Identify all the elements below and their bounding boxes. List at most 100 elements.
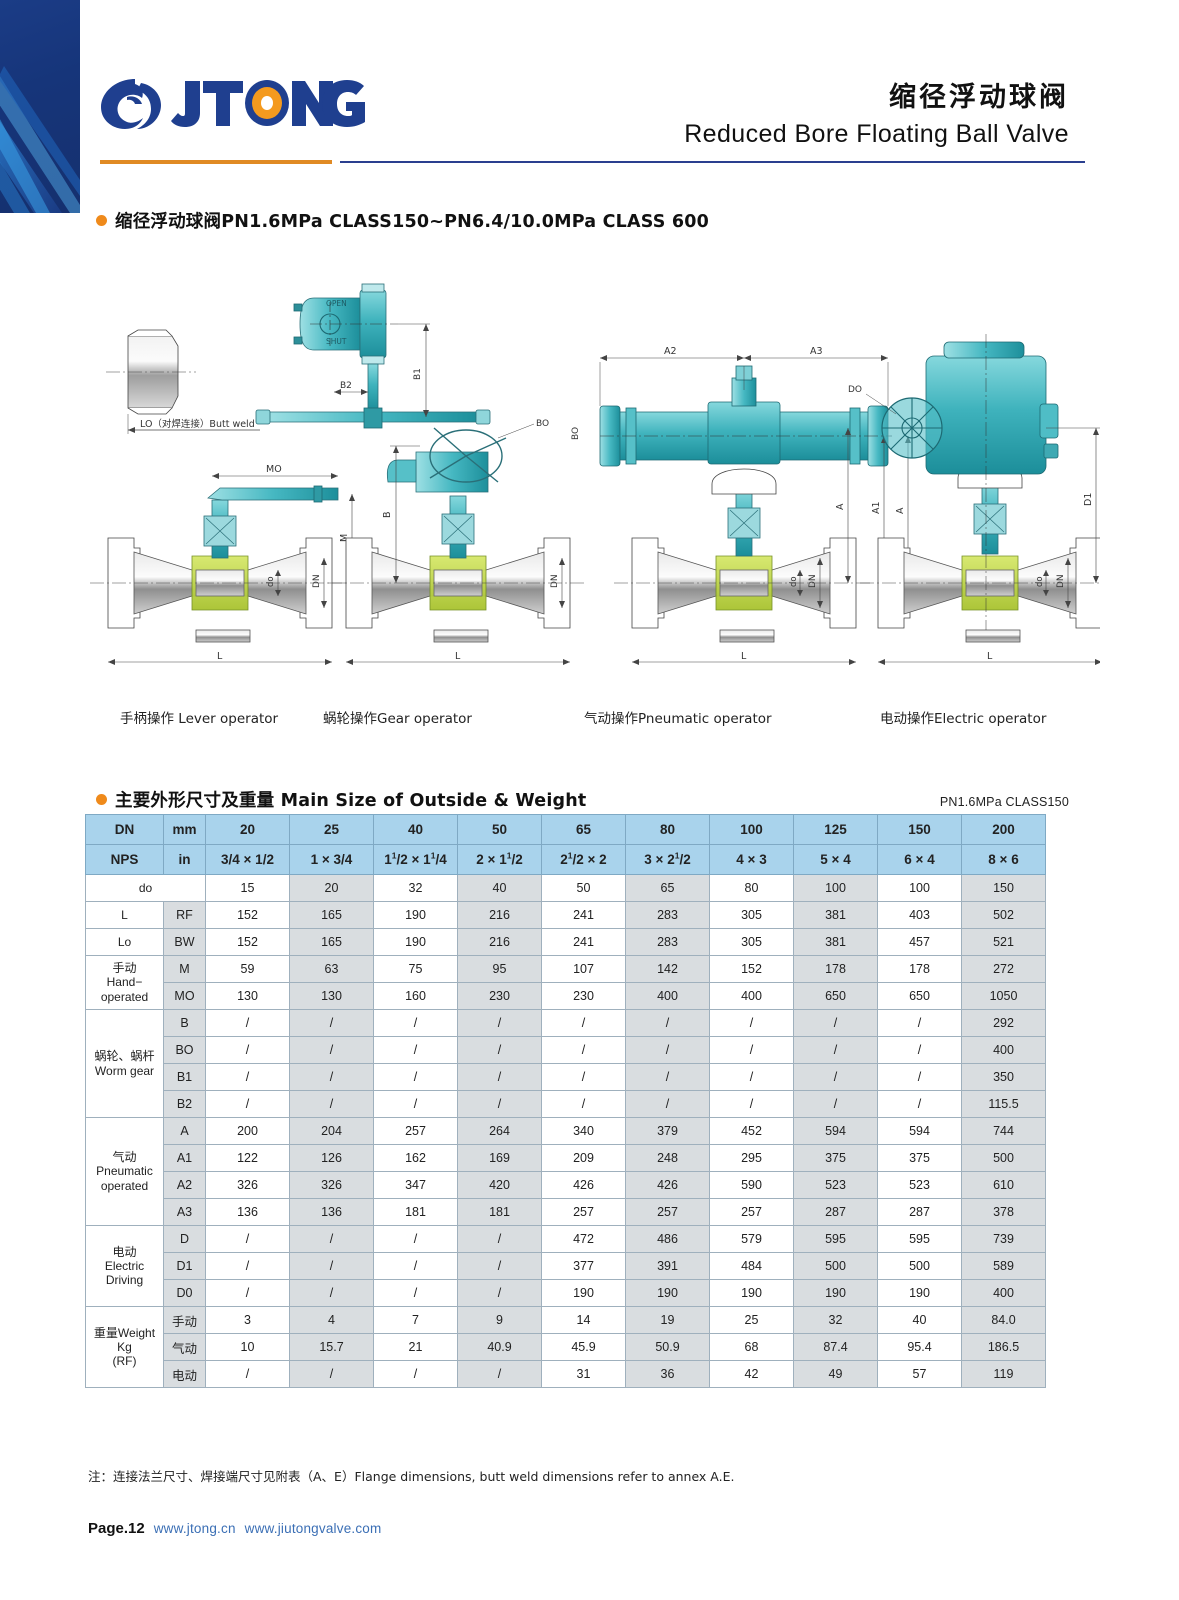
svg-text:A: A (835, 503, 846, 510)
table-cell: / (289, 1009, 374, 1037)
header-cell: 65 (541, 814, 626, 845)
table-cell: 87.4 (793, 1333, 878, 1361)
table-cell: 25 (709, 1306, 794, 1334)
table-cell: 610 (961, 1171, 1046, 1199)
table-cell: 521 (961, 928, 1046, 956)
table-cell: / (625, 1090, 710, 1118)
table-cell: / (793, 1009, 878, 1037)
table-cell: / (877, 1009, 962, 1037)
table-cell: 7 (373, 1306, 458, 1334)
table-header-nps: NPS in 3/4 × 1/2 1 × 3/4 11/2 × 11/4 2 × 11/2… (85, 844, 1046, 875)
row-sublabel: D (163, 1225, 206, 1253)
table-row: A1 122 126 162 169 209 248 295 375 375 500 (86, 1144, 1046, 1172)
row-sublabel: A2 (163, 1171, 206, 1199)
table-cell: 160 (373, 982, 458, 1010)
table-cell: / (793, 1036, 878, 1064)
svg-text:do: do (1035, 576, 1045, 587)
svg-text:do: do (789, 576, 799, 587)
table-cell: 32 (373, 874, 458, 902)
table-cell: 347 (373, 1171, 458, 1199)
section-heading-text: 主要外形尺寸及重量 Main Size of Outside & Weight (115, 791, 587, 811)
table-cell: 484 (709, 1252, 794, 1280)
table-cell: 190 (373, 928, 458, 956)
row-sublabel: MO (163, 982, 206, 1010)
table-cell: 31 (541, 1360, 626, 1388)
table-cell: 216 (457, 928, 542, 956)
caption-gear: 蜗轮操作Gear operator (323, 711, 472, 727)
row-sublabel: B1 (163, 1063, 206, 1091)
table-cell: 257 (625, 1198, 710, 1226)
main-size-table: DN mm 20 25 40 50 65 80 100 125 150 200 NPS in 3/4 × 1… (85, 814, 1046, 1388)
table-cell: 590 (709, 1171, 794, 1199)
table-cell: 45.9 (541, 1333, 626, 1361)
row-sublabel: B (163, 1009, 206, 1037)
table-cell: 165 (289, 928, 374, 956)
table-cell: / (289, 1036, 374, 1064)
row-label: NPS (85, 844, 164, 875)
header-cell: 150 (877, 814, 962, 845)
table-cell: 241 (541, 928, 626, 956)
row-sublabel: RF (163, 901, 206, 929)
table-cell: 100 (793, 874, 878, 902)
website-url-2[interactable]: www.jiutongvalve.com (244, 1521, 382, 1536)
header-cell: 5 × 4 (793, 844, 878, 875)
table-cell: 523 (877, 1171, 962, 1199)
table-cell: / (877, 1036, 962, 1064)
table-cell: 500 (793, 1252, 878, 1280)
group-label: 气动 Pneumatic operated (85, 1117, 164, 1226)
table-cell: 3 (205, 1306, 290, 1334)
table-cell: / (625, 1063, 710, 1091)
table-cell: 650 (877, 982, 962, 1010)
row-sublabel: A (163, 1117, 206, 1145)
table-cell: 257 (541, 1198, 626, 1226)
table-cell: 377 (541, 1252, 626, 1280)
table-row: D0// //190 190 190 190 190 400 (86, 1279, 1046, 1307)
bullet-icon (96, 215, 107, 226)
header-cell: 8 × 6 (961, 844, 1046, 875)
table-cell: 1050 (961, 982, 1046, 1010)
table-cell: 209 (541, 1144, 626, 1172)
table-cell: 340 (541, 1117, 626, 1145)
header-cell: 40 (373, 814, 458, 845)
table-cell: 190 (625, 1279, 710, 1307)
svg-text:DO: DO (848, 385, 862, 395)
row-sublabel: BO (163, 1036, 206, 1064)
table-cell: 190 (793, 1279, 878, 1307)
table-cell: 379 (625, 1117, 710, 1145)
table-cell: / (709, 1036, 794, 1064)
table-cell: / (877, 1090, 962, 1118)
svg-text:B: B (382, 511, 393, 518)
header-cell: 20 (205, 814, 290, 845)
table-cell: 230 (541, 982, 626, 1010)
table-cell: 19 (625, 1306, 710, 1334)
table-cell: 283 (625, 901, 710, 929)
table-cell: 350 (961, 1063, 1046, 1091)
table-cell: 500 (961, 1144, 1046, 1172)
header-cell: 3 × 21/2 (625, 844, 710, 875)
table-cell: 95.4 (877, 1333, 962, 1361)
table-cell: 178 (793, 955, 878, 983)
header-cell: 4 × 3 (709, 844, 794, 875)
table-cell: 400 (709, 982, 794, 1010)
table-cell: 169 (457, 1144, 542, 1172)
table-cell: / (457, 1279, 542, 1307)
table-cell: / (373, 1225, 458, 1253)
table-cell: 190 (373, 901, 458, 929)
table-cell: 165 (289, 901, 374, 929)
bullet-icon (96, 794, 107, 805)
table-cell: / (205, 1252, 290, 1280)
table-cell: 381 (793, 928, 878, 956)
svg-text:LO（对焊连接）Butt weld: LO（对焊连接）Butt weld (140, 418, 255, 430)
website-url-1[interactable]: www.jtong.cn (153, 1521, 236, 1536)
table-row: B2// / / / / / //115.5 (86, 1090, 1046, 1118)
table-cell: 403 (877, 901, 962, 929)
table-cell: 739 (961, 1225, 1046, 1253)
caption-electric: 电动操作Electric operator (880, 711, 1047, 727)
table-cell: / (709, 1063, 794, 1091)
table-row: 蜗轮、蜗杆 Worm gear B / / / / / / / //292 (85, 1009, 1046, 1118)
svg-text:MO: MO (266, 464, 282, 475)
table-cell: 400 (961, 1036, 1046, 1064)
section-heading-text: 缩径浮动球阀PN1.6MPa CLASS150~PN6.4/10.0MPa CL… (115, 212, 709, 232)
table-cell: 50 (541, 874, 626, 902)
table-cell: 248 (625, 1144, 710, 1172)
